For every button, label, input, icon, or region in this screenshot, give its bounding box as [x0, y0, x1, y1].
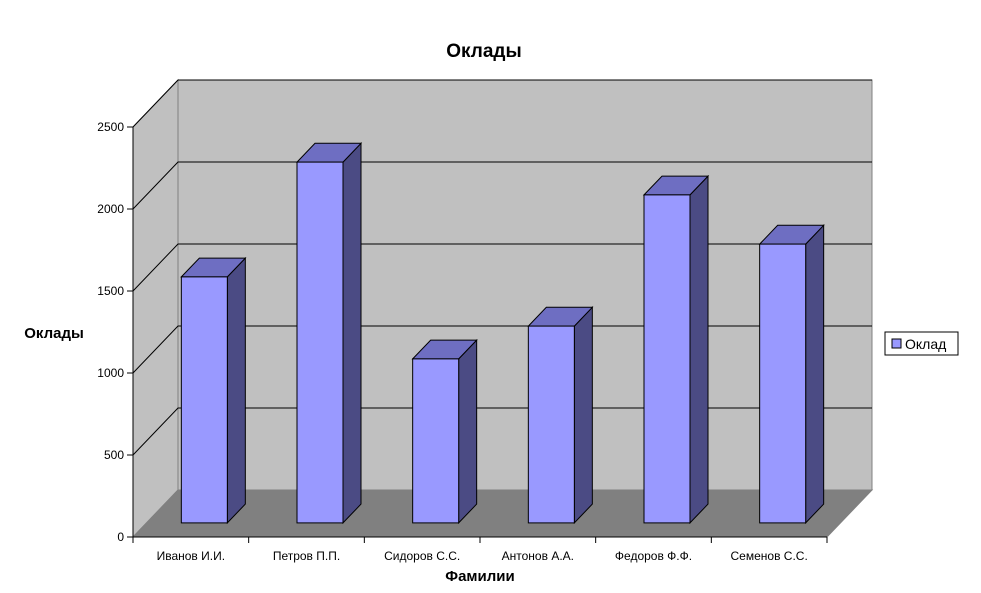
bar: [295, 142, 363, 525]
gridline: [132, 325, 872, 374]
legend: Оклад: [884, 331, 959, 356]
x-tick-label: Семенов С.С.: [731, 549, 808, 563]
bar: [411, 338, 478, 525]
y-tick-label: 0: [117, 530, 124, 544]
bar-front: [180, 276, 228, 524]
bar-side: [573, 306, 593, 525]
gridline: [132, 79, 872, 128]
bar: [527, 306, 594, 525]
legend-label: Оклад: [905, 336, 946, 352]
bar: [758, 224, 825, 525]
bar-front: [296, 161, 344, 524]
bar-front: [412, 358, 460, 524]
y-tick-label: 1000: [97, 366, 124, 380]
y-tick-label: 2500: [97, 120, 124, 134]
y-tick-label: 1500: [97, 284, 124, 298]
bar: [180, 256, 247, 525]
bar-side: [226, 256, 246, 525]
side-wall: [132, 78, 179, 539]
legend-box: [884, 331, 959, 356]
y-axis-title: Оклады: [24, 325, 84, 342]
bar-side: [458, 338, 478, 525]
bar-front: [527, 325, 575, 524]
y-tick-label: 2000: [97, 202, 124, 216]
chart-gridlines: [132, 79, 872, 456]
bar-side: [805, 224, 825, 525]
gridline: [132, 243, 872, 292]
gridline: [132, 407, 872, 456]
gridline: [132, 161, 872, 210]
bar-side: [342, 142, 362, 525]
legend-swatch: [891, 338, 902, 349]
bar: [642, 174, 710, 525]
bar-side: [689, 174, 709, 525]
chart-bars: [180, 142, 825, 525]
chart-labels: 0 500 1000 1500 2000 2500 Иванов И.И. Петров П.…: [97, 120, 808, 563]
x-tick-label: Петров П.П.: [273, 549, 340, 563]
x-axis-title: Фамилии: [445, 568, 514, 585]
bar-front: [759, 243, 807, 524]
chart-title: Оклады: [446, 41, 521, 62]
bar-front: [643, 194, 691, 524]
y-tick-label: 500: [104, 448, 124, 462]
x-tick-label: Сидоров С.С.: [384, 549, 460, 563]
chart-axes: [127, 126, 828, 543]
x-tick-label: Федоров Ф.Ф.: [615, 549, 692, 563]
x-tick-label: Антонов А.А.: [502, 549, 574, 563]
x-tick-label: Иванов И.И.: [157, 549, 225, 563]
